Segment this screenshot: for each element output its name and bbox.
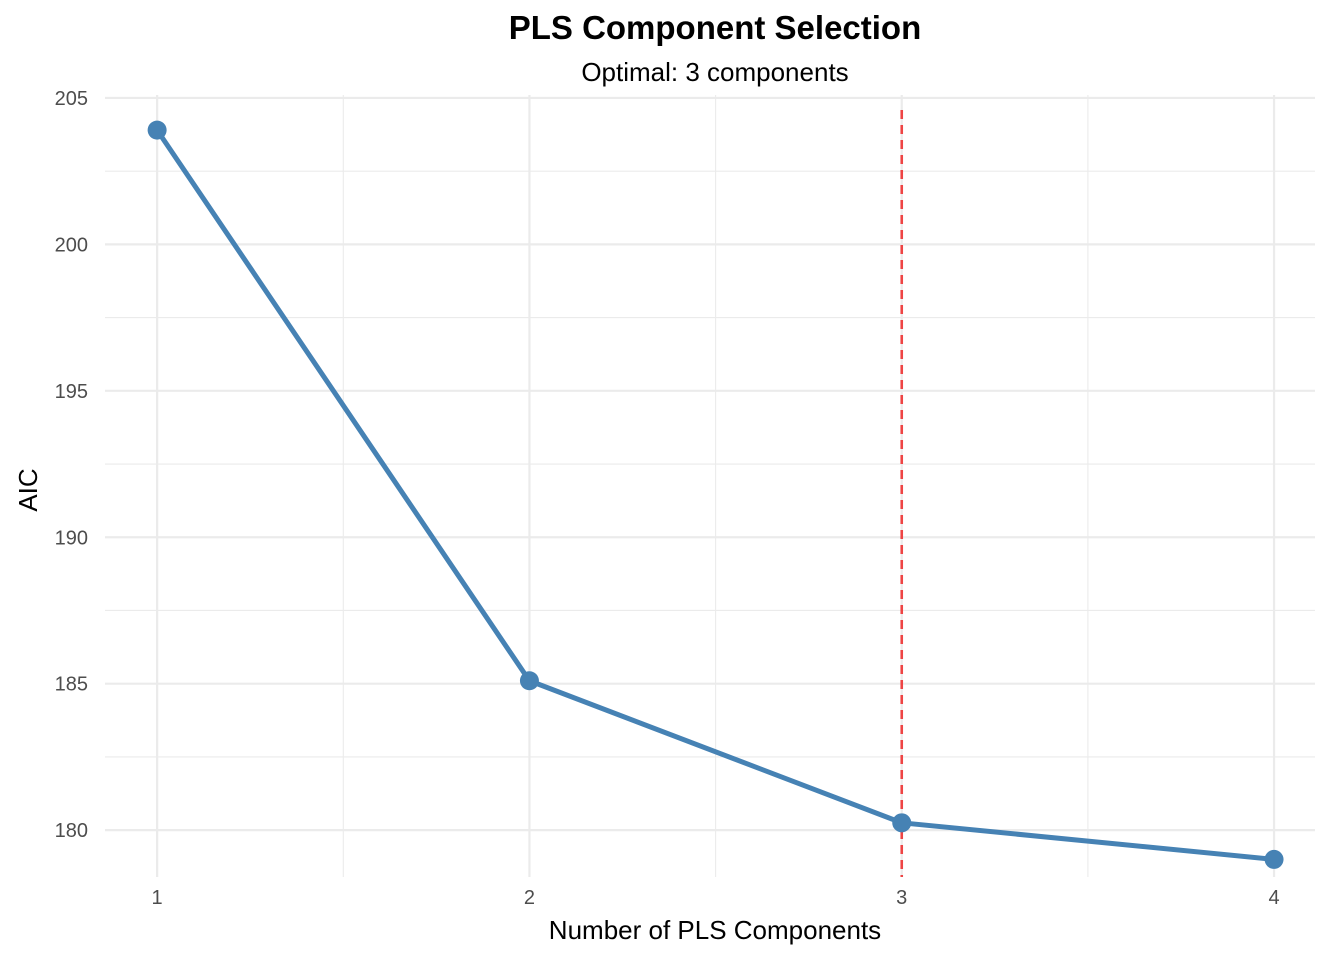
data-point: [519, 671, 539, 691]
y-axis-ticks: 180 185 190 195 200 205: [55, 88, 88, 842]
data-point: [892, 813, 912, 833]
data-point: [147, 120, 167, 140]
series-line: [154, 127, 1277, 862]
y-tick-label: 180: [55, 820, 88, 842]
chart-subtitle: Optimal: 3 components: [581, 57, 848, 87]
y-tick-label: 200: [55, 234, 88, 256]
x-tick-label: 3: [896, 887, 907, 909]
x-axis-ticks: 1 2 3 4: [152, 887, 1280, 909]
minor-gridlines: [105, 95, 1315, 877]
y-tick-label: 195: [55, 381, 88, 403]
points-group: [147, 120, 1284, 869]
x-tick-label: 2: [524, 887, 535, 909]
x-tick-label: 1: [152, 887, 163, 909]
y-tick-label: 190: [55, 527, 88, 549]
chart-title: PLS Component Selection: [509, 9, 922, 46]
x-axis-title: Number of PLS Components: [549, 915, 881, 945]
y-axis-title: AIC: [13, 468, 43, 511]
data-point: [1264, 849, 1284, 869]
y-tick-label: 185: [55, 674, 88, 696]
series-group: [154, 127, 1277, 862]
y-tick-label: 205: [55, 88, 88, 110]
major-gridlines: [105, 95, 1315, 877]
x-tick-label: 4: [1268, 887, 1279, 909]
